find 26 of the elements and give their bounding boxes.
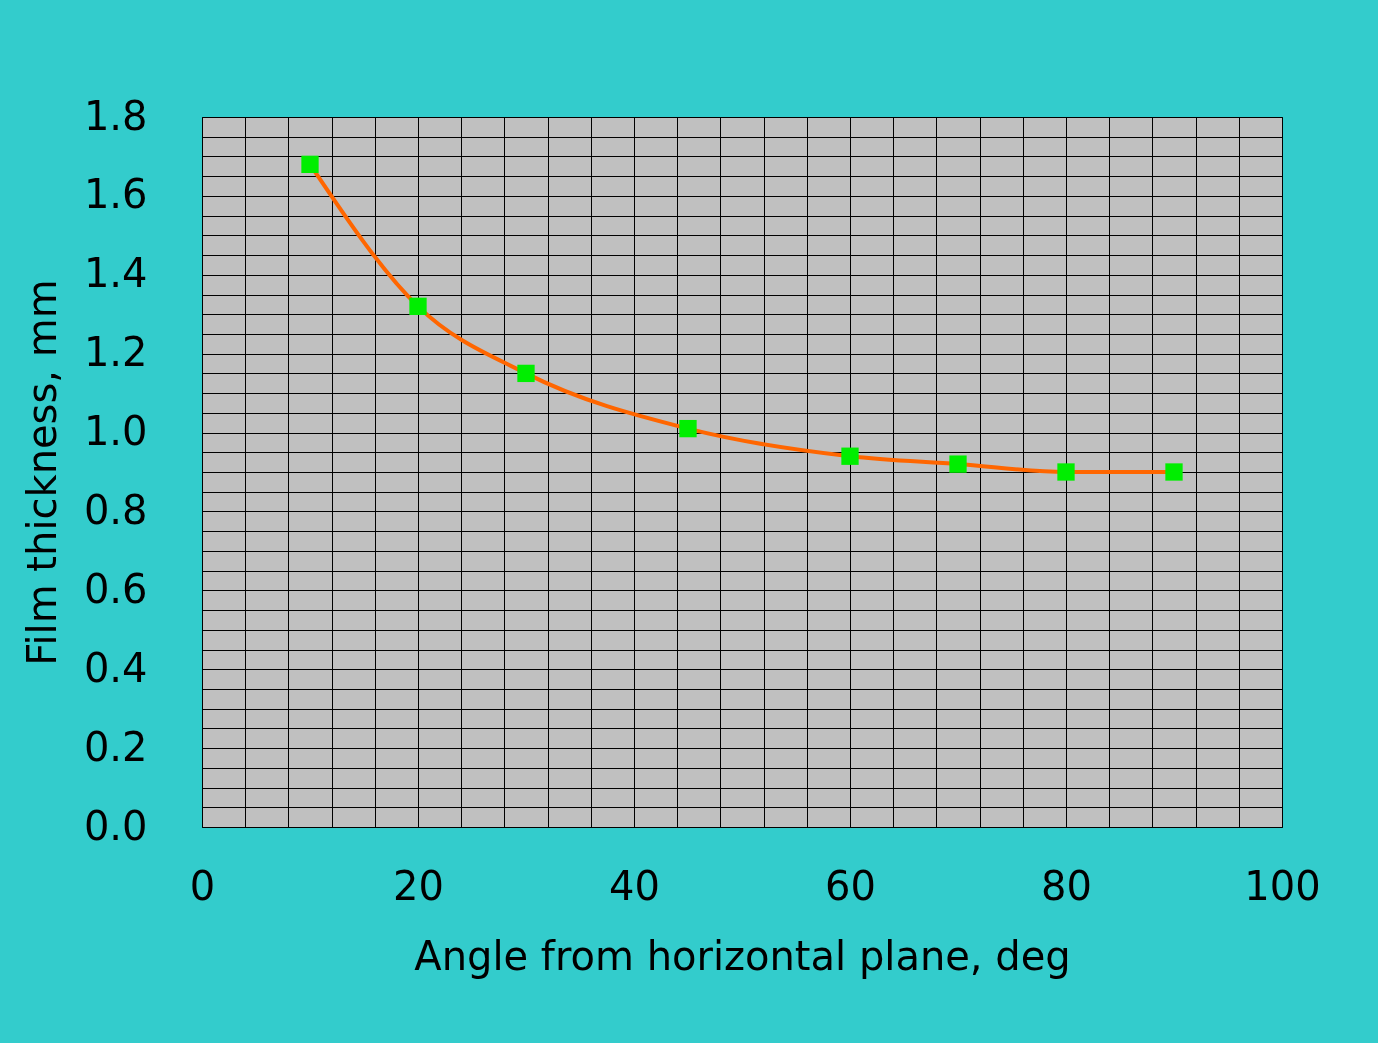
point	[841, 447, 859, 465]
x-tick-label: 40	[609, 862, 660, 909]
y-axis-title: Film thickness, mm	[18, 279, 65, 666]
x-tick-label: 0	[189, 862, 216, 909]
y-tick-label: 0.8	[83, 486, 148, 533]
y-tick-label: 0.0	[83, 802, 148, 849]
y-tick-label: 1.0	[83, 408, 148, 455]
point	[949, 455, 967, 473]
x-tick-label: 100	[1244, 862, 1321, 909]
x-tick-label: 20	[393, 862, 444, 909]
y-tick-label: 1.8	[83, 92, 148, 139]
point	[301, 155, 319, 173]
y-tick-label: 0.4	[83, 644, 148, 691]
x-tick-label: 80	[1041, 862, 1092, 909]
point	[1057, 463, 1075, 481]
y-tick-label: 1.2	[83, 329, 148, 376]
y-tick-label: 1.6	[83, 171, 148, 218]
y-tick-label: 0.6	[83, 565, 148, 612]
x-axis-title: Angle from horizontal plane, deg	[414, 932, 1071, 979]
y-tick-label: 1.4	[83, 250, 148, 297]
y-tick-label: 0.2	[83, 723, 148, 770]
point	[679, 419, 697, 438]
point	[409, 297, 427, 315]
point	[517, 364, 535, 383]
x-tick-label: 60	[825, 862, 876, 909]
point	[1165, 463, 1183, 481]
